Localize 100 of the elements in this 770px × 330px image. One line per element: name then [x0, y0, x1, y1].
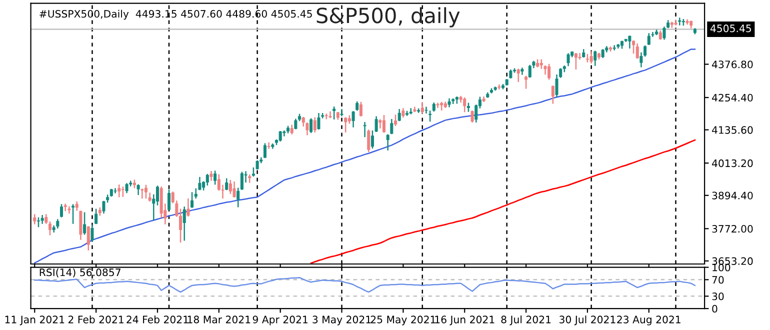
x-tick-label: 2 Feb 2021: [68, 315, 124, 324]
candlestick: [524, 76, 528, 89]
candlestick: [520, 68, 524, 75]
candlestick: [60, 204, 64, 218]
candlestick: [72, 204, 75, 224]
x-tick-label: 9 Apr 2021: [252, 316, 308, 326]
candlestick: [436, 102, 440, 108]
candlestick: [340, 108, 344, 116]
candlestick: [136, 184, 140, 196]
candlestick: [374, 116, 378, 132]
candlestick: [594, 50, 597, 66]
candlestick: [516, 68, 520, 82]
candlestick: [352, 111, 355, 128]
y-tick-label: 3772.00: [712, 224, 753, 233]
candlestick: [612, 45, 616, 50]
x-tick-label: 3 May 2021: [312, 316, 371, 326]
candlestick: [548, 64, 551, 80]
candlestick: [386, 134, 390, 150]
x-tick-label: 11 Jan 2021: [5, 316, 64, 326]
candlestick: [317, 113, 320, 130]
candlestick: [64, 204, 67, 212]
candlestick: [86, 226, 90, 250]
ref-line-label: 4505.45: [710, 24, 751, 32]
candlestick: [378, 119, 382, 128]
candlestick: [636, 43, 639, 59]
candlestick: [528, 64, 532, 78]
candlestick: [144, 184, 148, 199]
candlestick: [574, 52, 578, 70]
candlestick: [148, 192, 152, 202]
candlestick: [370, 130, 374, 149]
candlestick: [367, 130, 370, 152]
candlestick: [271, 143, 274, 149]
candlestick: [214, 170, 217, 185]
x-tick-label: 8 Jul 2021: [501, 315, 551, 326]
candlestick: [278, 130, 282, 142]
y-tick-label: 70: [712, 276, 724, 284]
candlestick: [232, 182, 236, 198]
candlestick: [118, 184, 121, 198]
candlestick: [83, 212, 86, 235]
annotation: #USSPX500,Daily 4493.15 4507.60 4489.60 4505.45: [40, 10, 312, 20]
x-tick-label: 30 Jul 2021: [560, 315, 616, 326]
y-tick-label: 100: [712, 264, 730, 272]
x-tick-label: 23 Aug 2021: [617, 316, 680, 326]
candlestick: [498, 84, 501, 90]
candlestick: [282, 130, 286, 136]
y-tick-label: 3653.20: [712, 257, 753, 265]
y-tick-label: 4376.80: [712, 60, 753, 68]
candlestick: [310, 118, 313, 134]
candlestick: [328, 111, 332, 118]
candlestick: [662, 26, 666, 40]
candlestick: [363, 122, 366, 138]
y-tick-label: 0: [712, 304, 718, 313]
candlestick: [228, 180, 232, 194]
x-tick-label: 18 Mar 2021: [188, 316, 250, 324]
line-series: [34, 276, 696, 293]
candlestick: [686, 19, 689, 25]
candlestick: [236, 188, 240, 208]
candlestick: [382, 114, 386, 133]
x-tick-label: 16 Jun 2021: [435, 316, 494, 326]
candlestick: [409, 108, 412, 114]
y-tick-label: 4135.60: [712, 126, 753, 134]
candlestick: [628, 36, 632, 49]
candlestick: [632, 40, 636, 54]
candlestick: [225, 178, 228, 190]
candlestick: [470, 110, 474, 122]
line-series: [34, 48, 696, 264]
candlestick: [114, 188, 117, 194]
candlestick: [186, 198, 190, 217]
candlestick: [140, 188, 144, 199]
candlestick: [240, 172, 244, 190]
candlestick: [332, 106, 336, 120]
candlestick: [294, 118, 298, 130]
candlestick: [390, 119, 394, 134]
candlestick: [267, 142, 270, 149]
candlestick: [210, 170, 213, 181]
candlestick: [79, 210, 82, 240]
candlestick: [566, 53, 570, 66]
y-tick-label: 3894.40: [712, 192, 753, 200]
candlestick: [359, 102, 362, 116]
candlestick: [344, 117, 348, 133]
candlestick: [94, 208, 98, 224]
candlestick: [206, 174, 209, 186]
annotation: RSI(14) 56.0857: [40, 268, 120, 278]
candlestick: [394, 114, 398, 126]
y-tick-label: 4254.40: [712, 94, 753, 102]
candlestick: [428, 110, 432, 122]
candlestick: [463, 98, 466, 112]
x-tick-label: 24 Feb 2021: [126, 315, 188, 324]
candlestick: [313, 117, 316, 133]
candlestick: [121, 186, 124, 197]
candlestick: [647, 33, 650, 45]
y-tick-label: 4013.20: [712, 159, 753, 168]
candlestick: [182, 206, 186, 241]
y-tick-label: 30: [712, 292, 724, 300]
line-series: [310, 139, 696, 264]
candlestick: [551, 86, 554, 104]
candlestick: [413, 106, 416, 112]
x-tick-label: 25 May 2021: [370, 316, 436, 326]
candlestick: [40, 214, 44, 224]
chart-title: S&P500, daily: [316, 7, 460, 28]
